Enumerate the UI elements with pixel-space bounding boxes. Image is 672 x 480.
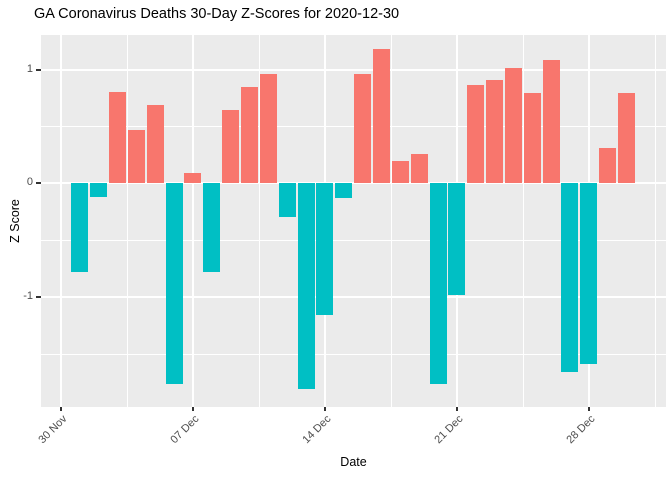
- gridline-x-major: [191, 35, 194, 407]
- bar-2020-12-07: [184, 173, 202, 184]
- bar-2020-12-24: [504, 68, 522, 184]
- y-axis-title: Z Score: [8, 199, 22, 243]
- bar-2020-12-09: [222, 110, 240, 184]
- bar-2020-12-21: [448, 183, 466, 295]
- x-tick-label: 07 Dec: [168, 413, 202, 447]
- x-tick-label: 14 Dec: [300, 413, 334, 447]
- x-tick-mark: [191, 407, 194, 411]
- bar-2020-12-29: [599, 148, 617, 184]
- gridline-y-minor: [41, 126, 666, 128]
- gridline-x-minor: [654, 35, 656, 407]
- gridline-x-major: [60, 35, 62, 407]
- bar-2020-12-27: [561, 183, 579, 373]
- bar-2020-12-12: [278, 183, 296, 218]
- y-tick-label: 1: [26, 62, 33, 75]
- bar-2020-12-04: [127, 129, 145, 184]
- bar-2020-12-16: [354, 74, 372, 184]
- y-tick-label: 0: [26, 176, 33, 189]
- bar-2020-12-05: [146, 104, 164, 184]
- bar-2020-12-10: [241, 86, 258, 184]
- y-tick-mark: [36, 182, 41, 185]
- bar-2020-12-19: [410, 153, 428, 184]
- bar-2020-12-01: [71, 183, 89, 273]
- x-tick-mark: [323, 407, 326, 411]
- bar-2020-12-17: [372, 49, 390, 184]
- x-tick-mark: [60, 407, 62, 411]
- bar-2020-12-15: [335, 183, 353, 199]
- chart-title: GA Coronavirus Deaths 30-Day Z-Scores fo…: [34, 6, 400, 22]
- bar-2020-12-06: [165, 183, 183, 384]
- gridline-x-minor: [126, 35, 128, 407]
- x-tick-label: 28 Dec: [564, 413, 598, 447]
- plot-panel: [41, 35, 666, 407]
- y-tick-mark: [36, 68, 41, 71]
- gridline-y-major: [41, 68, 666, 71]
- bar-2020-12-03: [109, 92, 127, 184]
- bar-2020-12-30: [618, 93, 635, 184]
- x-tick-label: 30 Nov: [36, 413, 70, 447]
- gridline-y-minor: [41, 354, 666, 355]
- bar-2020-12-02: [90, 183, 108, 197]
- bar-2020-12-22: [467, 85, 485, 184]
- bar-2020-12-18: [391, 160, 409, 184]
- bar-2020-12-14: [316, 183, 334, 316]
- gridline-x-minor: [258, 35, 260, 407]
- bar-2020-12-28: [580, 183, 598, 365]
- x-tick-mark: [455, 407, 458, 411]
- y-tick-label: -1: [23, 290, 33, 303]
- bar-2020-12-08: [203, 183, 221, 273]
- gridline-x-minor: [522, 35, 524, 407]
- bar-2020-12-11: [259, 74, 277, 184]
- bar-2020-12-13: [297, 183, 315, 390]
- x-axis-title: Date: [340, 455, 367, 469]
- bar-2020-12-25: [523, 93, 541, 184]
- y-tick-mark: [36, 296, 41, 299]
- gridline-x-minor: [390, 35, 392, 407]
- gridline-y-major: [41, 182, 666, 185]
- gridline-y-minor: [41, 240, 666, 242]
- gridline-y-major: [41, 296, 666, 299]
- bar-2020-12-26: [542, 60, 560, 184]
- bar-2020-12-20: [429, 183, 447, 384]
- bar-2020-12-23: [486, 79, 504, 184]
- x-tick-label: 21 Dec: [432, 413, 466, 447]
- x-tick-mark: [587, 407, 590, 411]
